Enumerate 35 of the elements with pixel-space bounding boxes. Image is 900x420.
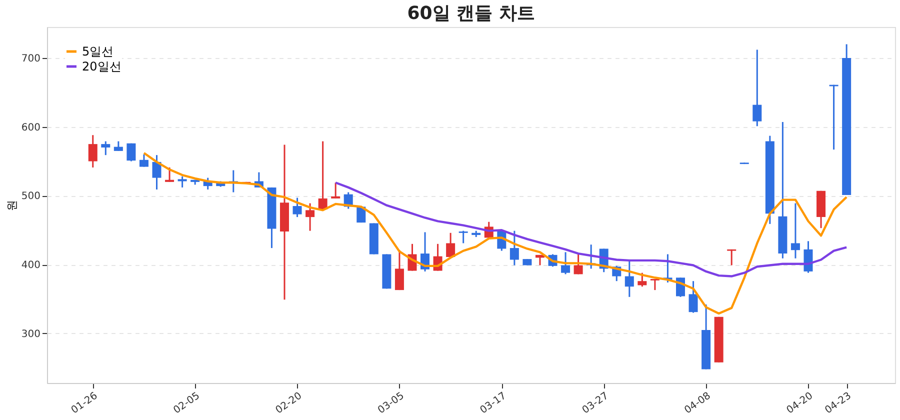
- candlestick: [292, 197, 302, 218]
- candlestick: [152, 154, 162, 190]
- candlestick: [804, 240, 813, 274]
- candlestick: [510, 230, 519, 266]
- candlestick: [126, 142, 136, 162]
- candlestick: [574, 253, 583, 275]
- candlestick: [561, 251, 570, 275]
- candlestick: [446, 232, 456, 258]
- candlestick: [650, 278, 660, 291]
- y-axis-title: 원: [5, 200, 18, 211]
- chart-title: 60일 캔들 차트: [407, 3, 535, 24]
- candlestick: [165, 166, 174, 183]
- y-tick-label: 400: [21, 260, 40, 272]
- legend-label: 20일선: [82, 60, 122, 74]
- candlestick: [114, 140, 123, 152]
- candlestick: [331, 182, 340, 200]
- y-tick-label: 600: [21, 122, 40, 134]
- candlestick: [101, 140, 110, 156]
- candlestick: [88, 134, 98, 168]
- candlestick: [638, 272, 647, 288]
- y-tick-label: 500: [21, 191, 40, 202]
- y-tick-label: 300: [21, 328, 40, 340]
- candlestick: [306, 202, 315, 232]
- candlestick: [139, 154, 148, 168]
- candlestick: [752, 48, 762, 127]
- candlestick: [688, 280, 698, 314]
- y-tick-label: 700: [21, 53, 40, 64]
- legend-label: 5일선: [82, 44, 114, 58]
- candlestick: [790, 202, 800, 260]
- candlestick: [458, 230, 468, 244]
- candlestick: [727, 248, 736, 266]
- candlestick: [624, 258, 634, 298]
- candlestick: [178, 176, 187, 188]
- line-series: [142, 152, 848, 315]
- line-series: [334, 182, 848, 278]
